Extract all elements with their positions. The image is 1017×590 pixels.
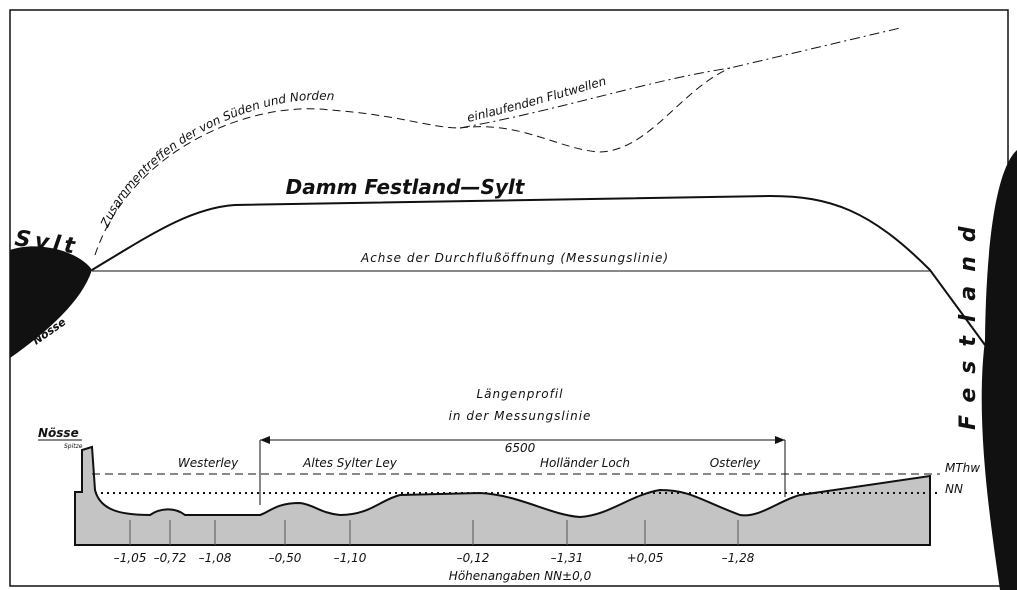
- depth-label: –1,31: [551, 551, 584, 565]
- profile-title: Längenprofil: [476, 387, 563, 401]
- footer: Höhenangaben NN±0,0: [449, 569, 592, 583]
- section-label: Altes Sylter Ley: [302, 456, 398, 470]
- profile-label: Spitze: [64, 443, 83, 450]
- profile: [74, 445, 931, 546]
- depth-label: –1,10: [334, 551, 367, 565]
- profile-subtitle: in der Messungslinie: [449, 409, 592, 423]
- depths: –1,05 –0,72 –1,08 –0,50 –1,10 –0,12 –1,31 +0,05…: [114, 520, 755, 565]
- flood-curve: [459, 67, 731, 153]
- curve-label: Zusammentreffen der von Süden und Norden: [97, 89, 334, 230]
- depth-label: +0,05: [627, 551, 664, 565]
- section-label: Holländer Loch: [540, 456, 630, 470]
- depth-label: –1,28: [722, 551, 755, 565]
- curve-label: Zusammentreffen der von Süden und Norden: [97, 89, 334, 230]
- label: Damm Festland—Sylt: [286, 175, 526, 199]
- section-label: Westerley: [178, 456, 239, 470]
- festland-land: [981, 150, 1017, 590]
- profile-label: Nösse: [38, 426, 79, 440]
- flood-curve: [459, 27, 901, 129]
- length: 6500: [505, 441, 536, 455]
- sylt-land: [10, 246, 92, 358]
- dam: [91, 194, 986, 346]
- flood-curve: [94, 108, 461, 256]
- section-label: Osterley: [710, 456, 761, 470]
- label: Festland: [956, 212, 981, 430]
- depth-label: –0,72: [154, 551, 187, 565]
- sections: Westerley Altes Sylter Ley Holländer Loch O…: [178, 456, 761, 470]
- level: MThw: [945, 461, 980, 475]
- depth-label: –0,12: [457, 551, 490, 565]
- depth-label: –1,05: [114, 551, 147, 565]
- level: NN: [945, 482, 963, 496]
- label: Achse der Durchflußöffnung (Messungslini…: [360, 251, 669, 265]
- depth-label: –0,50: [269, 551, 302, 565]
- depth-label: –1,08: [199, 551, 232, 565]
